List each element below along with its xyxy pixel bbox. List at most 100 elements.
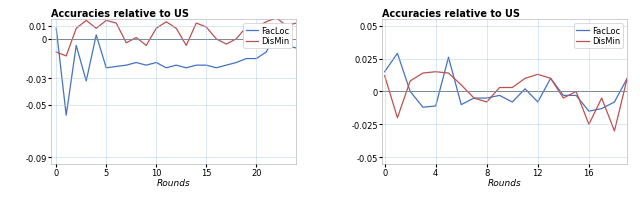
- DisMin: [143, 45, 150, 47]
- FacLoc: [547, 78, 554, 80]
- FacLoc: [611, 101, 618, 104]
- DisMin: [172, 28, 180, 30]
- DisMin: [394, 117, 401, 119]
- DisMin: [72, 28, 80, 30]
- FacLoc: [432, 105, 440, 108]
- DisMin: [152, 28, 160, 30]
- FacLoc: [273, 32, 280, 34]
- DisMin: [623, 78, 631, 80]
- FacLoc: [381, 71, 388, 74]
- FacLoc: [534, 101, 541, 104]
- DisMin: [182, 45, 190, 47]
- FacLoc: [163, 67, 170, 70]
- FacLoc: [445, 57, 452, 59]
- FacLoc: [252, 58, 260, 60]
- FacLoc: [572, 95, 580, 97]
- FacLoc: [152, 62, 160, 64]
- Text: Accuracies relative to US: Accuracies relative to US: [382, 9, 520, 19]
- FacLoc: [496, 95, 504, 97]
- DisMin: [212, 38, 220, 41]
- FacLoc: [113, 66, 120, 68]
- DisMin: [202, 27, 210, 29]
- FacLoc: [470, 97, 478, 100]
- FacLoc: [282, 45, 290, 47]
- X-axis label: Rounds: Rounds: [488, 178, 522, 187]
- Line: FacLoc: FacLoc: [385, 54, 627, 112]
- FacLoc: [394, 53, 401, 55]
- FacLoc: [72, 45, 80, 47]
- DisMin: [232, 38, 240, 41]
- Text: Accuracies relative to US: Accuracies relative to US: [51, 9, 189, 19]
- FacLoc: [172, 65, 180, 67]
- DisMin: [547, 78, 554, 80]
- DisMin: [163, 21, 170, 24]
- DisMin: [445, 72, 452, 75]
- FacLoc: [508, 101, 516, 104]
- DisMin: [611, 130, 618, 132]
- DisMin: [496, 87, 504, 89]
- DisMin: [243, 27, 250, 29]
- DisMin: [381, 75, 388, 77]
- DisMin: [52, 52, 60, 54]
- DisMin: [132, 37, 140, 40]
- DisMin: [92, 28, 100, 30]
- DisMin: [83, 20, 90, 23]
- DisMin: [122, 42, 130, 45]
- FacLoc: [232, 62, 240, 64]
- Line: DisMin: DisMin: [385, 72, 627, 131]
- FacLoc: [193, 65, 200, 67]
- FacLoc: [92, 35, 100, 37]
- DisMin: [282, 25, 290, 28]
- FacLoc: [182, 67, 190, 70]
- FacLoc: [62, 114, 70, 117]
- FacLoc: [143, 65, 150, 67]
- DisMin: [585, 124, 593, 126]
- FacLoc: [419, 107, 427, 109]
- FacLoc: [122, 65, 130, 67]
- FacLoc: [623, 78, 631, 80]
- DisMin: [406, 80, 414, 83]
- FacLoc: [212, 67, 220, 70]
- FacLoc: [52, 28, 60, 30]
- DisMin: [598, 97, 605, 100]
- DisMin: [458, 84, 465, 87]
- Legend: FacLoc, DisMin: FacLoc, DisMin: [574, 24, 623, 49]
- DisMin: [113, 23, 120, 25]
- DisMin: [193, 23, 200, 25]
- DisMin: [273, 17, 280, 20]
- DisMin: [483, 101, 491, 104]
- DisMin: [62, 55, 70, 58]
- X-axis label: Rounds: Rounds: [157, 178, 191, 187]
- DisMin: [262, 21, 270, 24]
- FacLoc: [483, 97, 491, 100]
- FacLoc: [598, 108, 605, 110]
- Legend: FacLoc, DisMin: FacLoc, DisMin: [243, 24, 292, 49]
- FacLoc: [132, 62, 140, 64]
- FacLoc: [292, 48, 300, 50]
- DisMin: [521, 78, 529, 80]
- DisMin: [292, 23, 300, 25]
- FacLoc: [202, 65, 210, 67]
- FacLoc: [223, 65, 230, 67]
- DisMin: [432, 71, 440, 74]
- DisMin: [559, 97, 567, 100]
- Line: FacLoc: FacLoc: [56, 29, 296, 116]
- FacLoc: [458, 104, 465, 106]
- DisMin: [572, 91, 580, 93]
- DisMin: [252, 27, 260, 29]
- DisMin: [534, 74, 541, 76]
- FacLoc: [83, 80, 90, 83]
- FacLoc: [521, 88, 529, 91]
- FacLoc: [559, 95, 567, 97]
- FacLoc: [406, 91, 414, 93]
- FacLoc: [262, 52, 270, 54]
- Line: DisMin: DisMin: [56, 19, 296, 57]
- FacLoc: [243, 58, 250, 60]
- DisMin: [102, 20, 110, 23]
- DisMin: [470, 97, 478, 100]
- FacLoc: [102, 67, 110, 70]
- FacLoc: [585, 110, 593, 113]
- DisMin: [508, 87, 516, 89]
- DisMin: [419, 72, 427, 75]
- DisMin: [223, 44, 230, 46]
